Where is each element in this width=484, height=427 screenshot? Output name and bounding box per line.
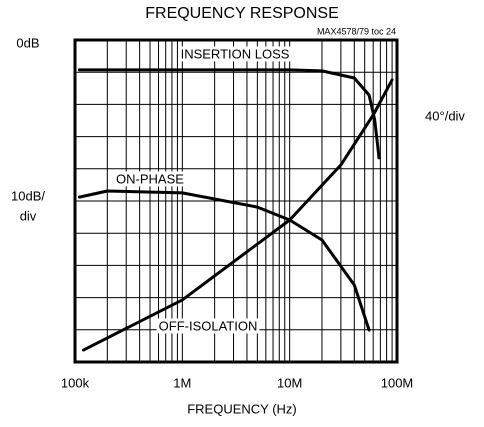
label-background [156,318,260,334]
y-tick-label: 0dB [16,35,39,50]
x-tick-label: 100k [61,375,90,390]
chart-title: FREQUENCY RESPONSE [145,5,339,22]
series-line [77,189,371,332]
label-background [178,46,292,62]
series-line [82,78,394,352]
x-axis-label: FREQUENCY (Hz) [187,401,297,416]
note: MAX4578/79 toc 24 [317,26,396,36]
series-line [77,68,381,160]
series-label: ON-PHASE [116,171,184,186]
series-label: OFF-ISOLATION [159,318,258,333]
x-tick-label: 1M [173,375,191,390]
y-div-label: div [20,208,37,223]
x-tick-label: 100M [381,375,414,390]
y-div-label: 10dB/ [11,188,45,203]
y2-div-label: 40°/div [425,108,465,123]
label-background [114,171,187,187]
x-tick-label: 10M [277,375,302,390]
series-label: INSERTION LOSS [181,46,290,61]
plot-frame [73,38,399,364]
